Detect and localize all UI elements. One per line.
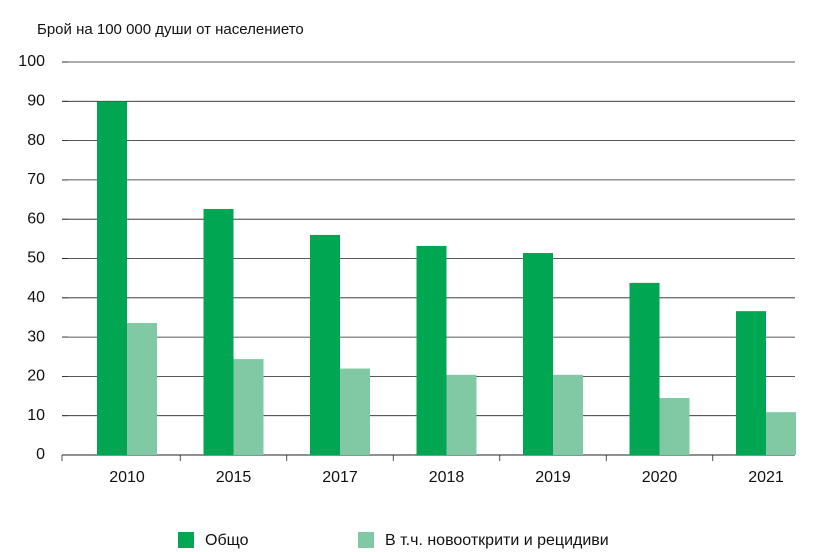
legend-label: Общо — [205, 532, 249, 549]
x-tick-label: 2021 — [748, 469, 784, 486]
bar — [340, 368, 370, 455]
legend-label: В т.ч. новооткрити и рецидиви — [385, 532, 609, 549]
bar — [446, 374, 477, 455]
y-tick-label: 70 — [27, 171, 45, 188]
y-tick-label: 60 — [27, 210, 45, 227]
y-tick-label: 50 — [27, 250, 45, 267]
bar — [233, 359, 264, 455]
x-tick-label: 2018 — [429, 469, 465, 486]
x-tick-label: 2019 — [535, 469, 571, 486]
y-tick-label: 0 — [36, 446, 45, 463]
bar — [127, 322, 157, 455]
x-tick-label: 2015 — [216, 469, 252, 486]
y-tick-label: 100 — [18, 53, 45, 70]
bar — [523, 252, 553, 455]
bar — [416, 245, 447, 455]
chart-title: Брой на 100 000 души от населението — [37, 21, 304, 38]
y-tick-label: 40 — [27, 289, 45, 306]
x-tick-label: 2010 — [109, 469, 145, 486]
bar — [659, 398, 690, 455]
bar — [766, 412, 796, 455]
y-tick-label: 80 — [27, 132, 45, 149]
bar — [736, 311, 766, 455]
legend-swatch — [178, 532, 194, 548]
x-tick-label: 2017 — [322, 469, 358, 486]
x-tick-label: 2020 — [642, 469, 678, 486]
bar — [203, 208, 234, 455]
y-tick-label: 10 — [27, 407, 45, 424]
legend-swatch — [358, 532, 374, 548]
y-tick-label: 30 — [27, 328, 45, 345]
bar — [310, 234, 340, 455]
bar — [97, 101, 127, 456]
y-tick-label: 90 — [27, 93, 45, 110]
y-tick-label: 20 — [27, 368, 45, 385]
bar — [629, 282, 660, 455]
bar — [553, 374, 583, 455]
